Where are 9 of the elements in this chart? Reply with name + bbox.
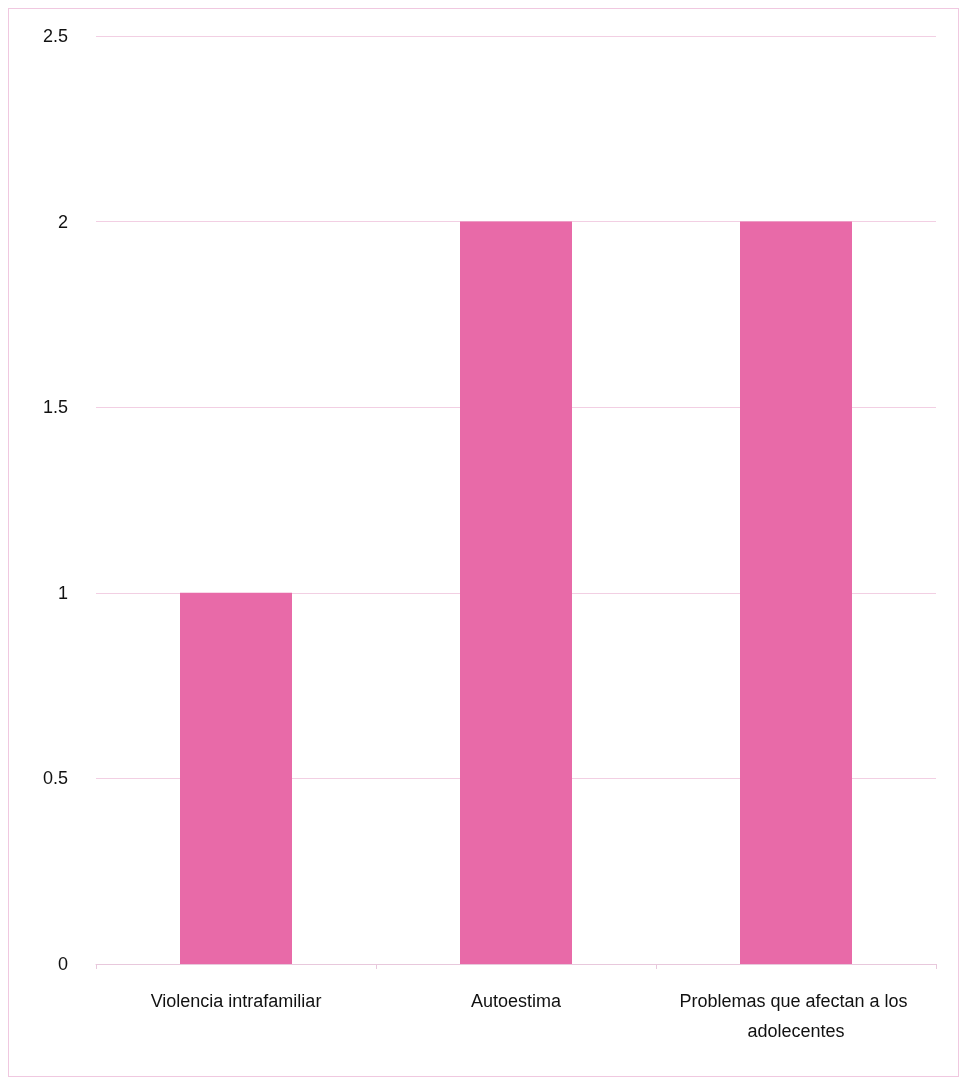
y-tick-label: 0 [57,954,68,974]
y-tick-label: 1.5 [42,397,68,418]
y-tick-label: 0.5 [42,768,68,789]
x-tick-label: Autoestima [470,991,563,1011]
x-tick-label: Violencia intrafamiliar [150,991,322,1011]
y-tick-label: 2 [57,211,68,232]
y-tick-label: 1 [57,582,68,603]
y-tick-label: 2.5 [42,26,68,46]
x-tick-label: Problemas que afectan a los adolecentes [679,991,913,1041]
